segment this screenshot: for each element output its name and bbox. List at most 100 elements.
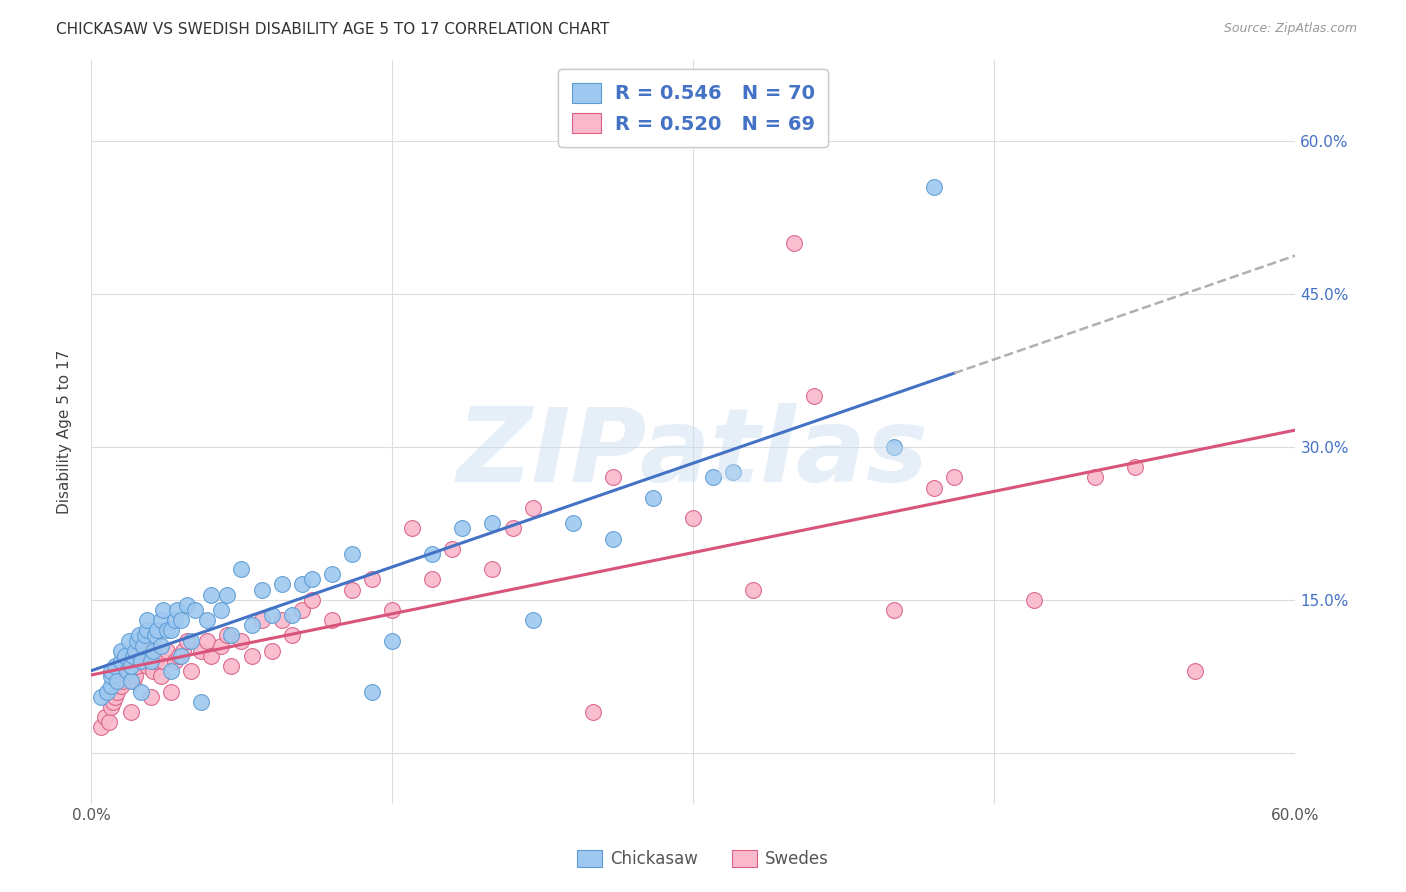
Point [361, 573, 384, 587]
Point [104, 690, 127, 704]
Point [240, 618, 263, 632]
Point [98, 715, 121, 730]
Point [184, 603, 207, 617]
Point [682, 511, 704, 525]
Point [180, 664, 202, 678]
Point [172, 644, 194, 658]
Point [321, 613, 343, 627]
Point [301, 573, 323, 587]
Point [340, 547, 363, 561]
Point [190, 644, 212, 658]
Point [166, 603, 188, 617]
Point [250, 613, 273, 627]
Point [217, 588, 239, 602]
Point [782, 235, 804, 250]
Point [146, 624, 169, 638]
Point [742, 582, 765, 597]
Point [90, 690, 112, 704]
Point [270, 577, 292, 591]
Point [702, 470, 724, 484]
Point [150, 669, 173, 683]
Point [142, 664, 165, 678]
Point [142, 644, 165, 658]
Point [90, 720, 112, 734]
Point [122, 648, 145, 663]
Point [104, 659, 127, 673]
Point [401, 521, 423, 535]
Point [291, 603, 314, 617]
Y-axis label: Disability Age 5 to 17: Disability Age 5 to 17 [58, 350, 72, 514]
Point [250, 582, 273, 597]
Point [420, 573, 443, 587]
Point [141, 690, 163, 704]
Point [94, 710, 117, 724]
Point [340, 582, 363, 597]
Point [231, 633, 253, 648]
Text: CHICKASAW VS SWEDISH DISABILITY AGE 5 TO 17 CORRELATION CHART: CHICKASAW VS SWEDISH DISABILITY AGE 5 TO… [56, 22, 610, 37]
Point [922, 180, 945, 194]
Point [723, 466, 745, 480]
Point [221, 628, 243, 642]
Point [170, 648, 193, 663]
Point [361, 684, 384, 698]
Point [209, 639, 232, 653]
Point [582, 705, 605, 719]
Point [156, 644, 179, 658]
Point [160, 684, 183, 698]
Point [150, 613, 173, 627]
Point [150, 639, 173, 653]
Point [381, 603, 404, 617]
Point [481, 516, 503, 531]
Point [240, 648, 263, 663]
Point [165, 654, 187, 668]
Point [101, 695, 124, 709]
Point [167, 648, 190, 663]
Point [291, 577, 314, 591]
Point [321, 567, 343, 582]
Point [129, 654, 152, 668]
Point [160, 624, 183, 638]
Point [217, 628, 239, 642]
Point [420, 547, 443, 561]
Point [120, 659, 142, 673]
Point [160, 664, 183, 678]
Point [134, 628, 156, 642]
Point [176, 598, 198, 612]
Point [165, 613, 187, 627]
Point [136, 659, 159, 673]
Point [127, 659, 149, 673]
Point [280, 628, 302, 642]
Point [152, 654, 174, 668]
Point [522, 613, 544, 627]
Point [118, 664, 141, 678]
Point [120, 674, 142, 689]
Point [124, 644, 146, 658]
Point [381, 633, 404, 648]
Point [195, 613, 218, 627]
Point [922, 481, 945, 495]
Text: Source: ZipAtlas.com: Source: ZipAtlas.com [1223, 22, 1357, 36]
Point [128, 628, 150, 642]
Point [96, 684, 118, 698]
Point [132, 639, 155, 653]
Point [260, 644, 283, 658]
Point [105, 684, 128, 698]
Point [1024, 592, 1046, 607]
Point [803, 389, 825, 403]
Point [451, 521, 474, 535]
Point [260, 608, 283, 623]
Point [136, 624, 159, 638]
Point [143, 654, 166, 668]
Point [641, 491, 664, 505]
Point [132, 644, 155, 658]
Point [180, 633, 202, 648]
Point [943, 470, 966, 484]
Point [118, 633, 141, 648]
Point [124, 669, 146, 683]
Point [112, 674, 135, 689]
Point [152, 603, 174, 617]
Point [270, 613, 292, 627]
Point [100, 699, 122, 714]
Point [110, 654, 132, 668]
Point [146, 644, 169, 658]
